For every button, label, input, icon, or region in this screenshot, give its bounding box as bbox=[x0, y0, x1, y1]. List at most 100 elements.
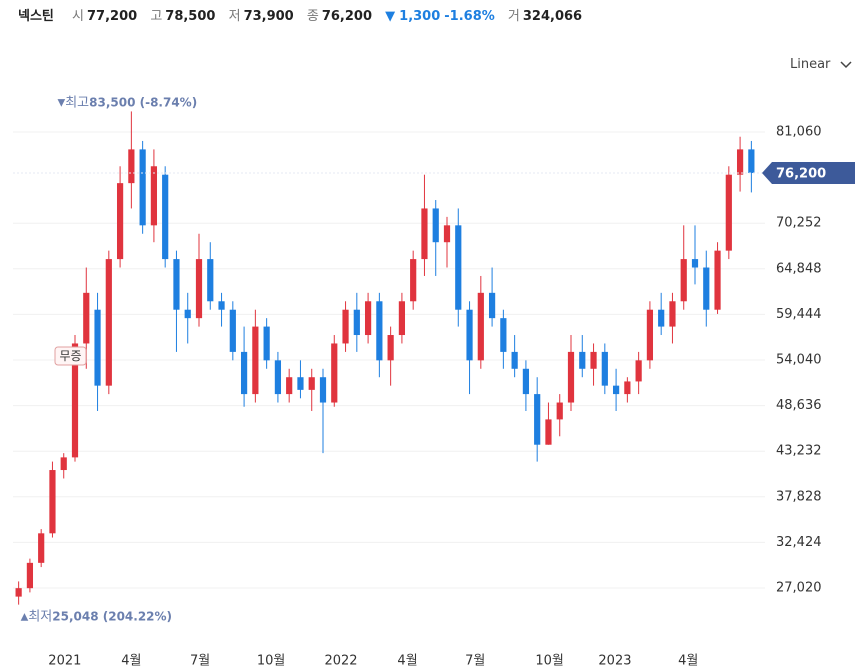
candle-body bbox=[612, 385, 620, 395]
high-value: 78,500 bbox=[165, 9, 216, 24]
candle-body bbox=[466, 309, 473, 361]
candle-body bbox=[286, 377, 293, 395]
candle-body bbox=[60, 457, 67, 471]
last-price-label: 76,200 bbox=[776, 167, 826, 182]
down-arrow: ▼ bbox=[385, 9, 396, 24]
y-tick-label: 43,232 bbox=[776, 444, 822, 459]
candle-body bbox=[342, 309, 349, 344]
high-label: 고 bbox=[150, 9, 163, 24]
y-tick-label: 64,848 bbox=[776, 261, 822, 276]
candle-body bbox=[680, 259, 687, 302]
scale-mode[interactable]: Linear bbox=[790, 57, 831, 72]
candle-body bbox=[387, 335, 394, 361]
y-tick-label: 81,060 bbox=[776, 125, 822, 140]
min-text: 25,048 (204.22%) bbox=[52, 609, 172, 623]
candle-body bbox=[364, 301, 372, 336]
low-value: 73,900 bbox=[243, 9, 294, 24]
candle-body bbox=[49, 470, 56, 534]
candle-body bbox=[83, 292, 90, 344]
candle-body bbox=[252, 326, 259, 395]
y-tick-label: 27,020 bbox=[776, 580, 822, 595]
y-tick-label: 59,444 bbox=[776, 307, 822, 322]
event-tag-box bbox=[54, 346, 87, 366]
max-text: 83,500 (-8.74%) bbox=[89, 95, 197, 109]
x-tick-label: 4월 bbox=[397, 654, 417, 669]
candle-body bbox=[105, 259, 112, 386]
min-annotation: ▲최저25,048 (204.22%) bbox=[21, 609, 172, 624]
candle-body bbox=[545, 419, 552, 445]
candle-body bbox=[714, 250, 721, 310]
candle-body bbox=[139, 149, 146, 226]
arrow: ▼ bbox=[58, 97, 66, 108]
candle-body bbox=[556, 402, 563, 420]
x-tick-label: 10월 bbox=[257, 654, 286, 669]
max-label: 최고 bbox=[65, 95, 89, 110]
x-tick-label: 2022 bbox=[324, 654, 357, 669]
candle-body bbox=[601, 351, 608, 386]
candle-body bbox=[703, 267, 710, 310]
candle-body bbox=[500, 318, 507, 352]
candle-body bbox=[421, 208, 428, 260]
y-tick-label: 48,636 bbox=[776, 398, 822, 413]
candle-body bbox=[26, 562, 34, 589]
quote-header: 넥스틴 시 77,200 고 78,500 저 73,900 종 76,200 ▼ 1,3… bbox=[18, 5, 591, 24]
candle-body bbox=[624, 381, 631, 395]
candle-body bbox=[635, 360, 642, 382]
x-tick-label: 7월 bbox=[465, 654, 485, 669]
candle-body bbox=[646, 309, 654, 361]
event-tag: 무증 bbox=[59, 349, 81, 363]
candle-body bbox=[71, 343, 79, 458]
candle-body bbox=[376, 301, 383, 361]
max-annotation: ▼최고83,500 (-8.74%) bbox=[58, 95, 198, 110]
candle-body bbox=[240, 351, 248, 395]
arrow: ▲ bbox=[21, 612, 29, 623]
candle-body bbox=[319, 377, 327, 403]
candle-body bbox=[748, 149, 755, 174]
candle-body bbox=[207, 259, 214, 302]
candle-body bbox=[116, 183, 124, 260]
candle-body bbox=[195, 259, 203, 319]
y-tick-label: 70,252 bbox=[776, 216, 822, 231]
candle-body bbox=[443, 225, 451, 243]
candle-body bbox=[150, 166, 158, 226]
candle-body bbox=[534, 394, 541, 445]
candle-body bbox=[658, 309, 665, 327]
y-tick-label: 32,424 bbox=[776, 535, 822, 550]
close-label: 종 bbox=[306, 9, 319, 24]
candle-body bbox=[477, 292, 484, 361]
x-tick-label: 4월 bbox=[678, 654, 698, 669]
candle-body bbox=[162, 174, 169, 260]
candle-body bbox=[128, 149, 135, 184]
scale-dropdown[interactable]: Linear bbox=[790, 57, 853, 72]
open-value: 77,200 bbox=[87, 9, 138, 24]
last-price-badge bbox=[762, 162, 855, 185]
candle-body bbox=[432, 208, 439, 243]
candle-body bbox=[725, 174, 732, 251]
candle-body bbox=[173, 259, 180, 310]
candle-body bbox=[398, 301, 406, 336]
volume-label: 거 bbox=[507, 9, 520, 24]
candle-body bbox=[15, 588, 22, 597]
candle-body bbox=[567, 351, 575, 403]
candle-body bbox=[669, 301, 676, 327]
candle-body bbox=[511, 351, 518, 369]
chevron bbox=[840, 60, 852, 68]
close-value: 76,200 bbox=[321, 9, 373, 24]
candle-body bbox=[522, 368, 530, 395]
candle-body bbox=[455, 225, 462, 310]
x-tick-label: 2021 bbox=[48, 654, 81, 669]
candle-body bbox=[229, 309, 236, 352]
min-label: 최저 bbox=[28, 609, 52, 624]
stock-name: 넥스틴 bbox=[18, 9, 54, 24]
candle-body bbox=[579, 351, 586, 369]
low-label: 저 bbox=[228, 9, 241, 24]
x-tick-label: 4월 bbox=[121, 654, 141, 669]
candle-body bbox=[263, 326, 270, 361]
y-tick-label: 37,828 bbox=[776, 489, 822, 504]
candle-body bbox=[184, 309, 191, 319]
x-tick-label: 2023 bbox=[598, 654, 631, 669]
candle-body bbox=[590, 351, 597, 369]
candle-body bbox=[274, 360, 282, 395]
